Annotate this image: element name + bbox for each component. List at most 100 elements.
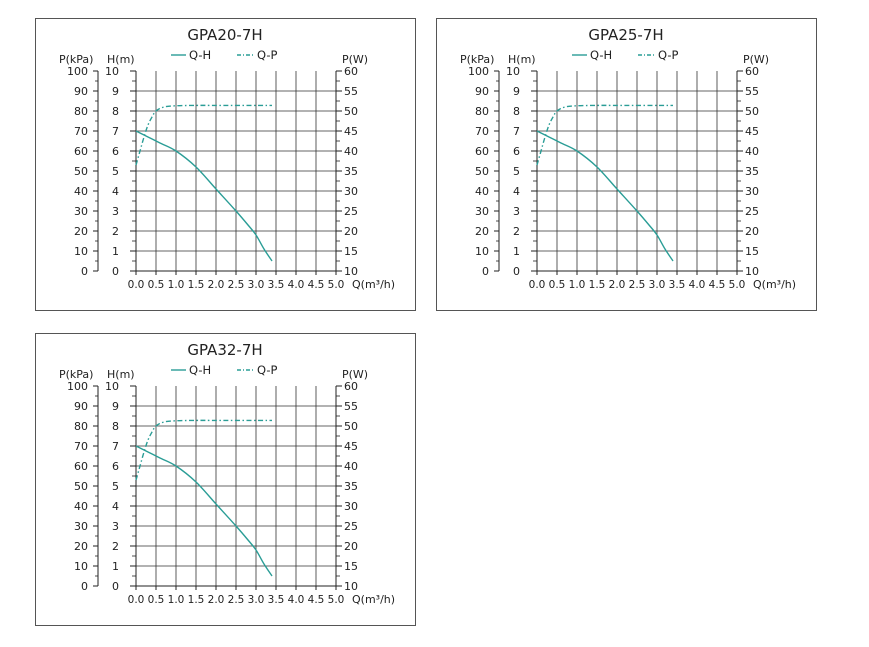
tick-label-h: 10	[506, 65, 520, 78]
tick-label-q: 5.0	[328, 279, 345, 291]
chart-frame	[436, 18, 817, 311]
tick-label-h: 10	[105, 380, 119, 393]
tick-label-kpa: 40	[475, 185, 489, 198]
legend-label-q-p: Q-P	[257, 363, 278, 377]
tick-label-q: 0.5	[549, 279, 566, 291]
tick-label-h: 8	[112, 420, 119, 433]
tick-label-pw: 45	[344, 125, 358, 138]
tick-label-kpa: 100	[468, 65, 489, 78]
chart-svg: GPA25-7HQ-H Q-PP(kPa) H(m) P(W)Q(m³/h)01020…	[436, 18, 817, 311]
tick-label-q: 0.5	[148, 279, 165, 291]
axis-label-p-w: P(W)	[342, 53, 368, 66]
legend-label-q-p: Q-P	[658, 48, 679, 62]
tick-label-q: 1.5	[188, 279, 205, 291]
tick-label-pw: 35	[344, 165, 358, 178]
tick-label-h: 10	[105, 65, 119, 78]
tick-label-kpa: 40	[74, 185, 88, 198]
tick-label-kpa: 20	[74, 540, 88, 553]
tick-label-h: 0	[513, 265, 520, 278]
tick-label-pw: 15	[344, 245, 358, 258]
tick-label-q: 3.5	[268, 279, 285, 291]
axis-label-h: H(m)	[107, 368, 135, 381]
tick-label-h: 7	[112, 125, 119, 138]
grid	[136, 71, 336, 271]
tick-label-q: 2.0	[208, 279, 225, 291]
tick-label-kpa: 70	[74, 440, 88, 453]
tick-label-pw: 35	[745, 165, 759, 178]
tick-label-pw: 20	[344, 540, 358, 553]
series-line-q-p	[135, 104, 272, 166]
tick-label-pw: 40	[344, 145, 358, 158]
tick-label-h: 7	[112, 440, 119, 453]
axis-label-p-kpa: P(kPa)	[460, 53, 494, 66]
tick-label-kpa: 70	[74, 125, 88, 138]
tick-label-kpa: 90	[475, 85, 489, 98]
tick-label-kpa: 20	[74, 225, 88, 238]
tick-label-kpa: 80	[475, 105, 489, 118]
tick-label-q: 1.0	[168, 279, 185, 291]
tick-label-pw: 25	[344, 520, 358, 533]
chart-title: GPA25-7H	[588, 26, 663, 44]
tick-label-h: 3	[513, 205, 520, 218]
grid	[136, 386, 336, 586]
tick-label-pw: 55	[344, 85, 358, 98]
tick-label-pw: 50	[344, 420, 358, 433]
tick-label-kpa: 0	[482, 265, 489, 278]
tick-label-kpa: 60	[74, 460, 88, 473]
tick-label-q: 2.0	[609, 279, 626, 291]
tick-label-h: 9	[513, 85, 520, 98]
tick-label-q: 4.0	[689, 279, 706, 291]
tick-label-h: 6	[513, 145, 520, 158]
tick-label-h: 0	[112, 580, 119, 593]
tick-label-q: 0.0	[128, 594, 145, 606]
tick-label-pw: 15	[745, 245, 759, 258]
chart-frame	[35, 18, 416, 311]
tick-label-q: 4.5	[308, 279, 325, 291]
tick-label-kpa: 90	[74, 85, 88, 98]
series-line-q-h	[135, 130, 273, 262]
tick-label-h: 1	[513, 245, 520, 258]
tick-label-h: 0	[112, 265, 119, 278]
tick-label-q: 2.5	[228, 594, 245, 606]
axis-label-p-kpa: P(kPa)	[59, 53, 93, 66]
tick-label-kpa: 0	[81, 265, 88, 278]
tick-label-pw: 45	[745, 125, 759, 138]
tick-label-pw: 45	[344, 440, 358, 453]
tick-label-q: 0.5	[148, 594, 165, 606]
tick-label-h: 9	[112, 400, 119, 413]
tick-label-q: 3.5	[268, 594, 285, 606]
series-line-q-h	[536, 130, 674, 262]
series-line-q-h	[135, 445, 273, 577]
tick-label-kpa: 90	[74, 400, 88, 413]
tick-label-kpa: 10	[74, 245, 88, 258]
tick-label-kpa: 20	[475, 225, 489, 238]
tick-label-pw: 10	[344, 265, 358, 278]
tick-label-pw: 35	[344, 480, 358, 493]
tick-label-q: 3.0	[649, 279, 666, 291]
tick-label-kpa: 40	[74, 500, 88, 513]
tick-label-pw: 30	[344, 185, 358, 198]
tick-label-h: 4	[513, 185, 520, 198]
tick-label-pw: 60	[344, 65, 358, 78]
tick-label-q: 4.0	[288, 279, 305, 291]
tick-label-h: 8	[513, 105, 520, 118]
tick-label-q: 2.5	[228, 279, 245, 291]
grid	[537, 71, 737, 271]
tick-label-kpa: 50	[74, 165, 88, 178]
chart-panel-gpa25: GPA25-7H Q-H Q-P P(kPa) H(m) P(W) Q(m³/h) 0 10 20…	[436, 18, 817, 311]
legend-label-q-h: Q-H	[189, 363, 211, 377]
tick-label-pw: 25	[745, 205, 759, 218]
tick-label-h: 2	[513, 225, 520, 238]
tick-label-h: 6	[112, 145, 119, 158]
tick-label-h: 4	[112, 500, 119, 513]
tick-label-q: 3.5	[669, 279, 686, 291]
tick-label-kpa: 10	[74, 560, 88, 573]
tick-label-q: 4.5	[709, 279, 726, 291]
chart-title: GPA20-7H	[187, 26, 262, 44]
tick-label-h: 6	[112, 460, 119, 473]
tick-label-kpa: 30	[74, 205, 88, 218]
tick-label-kpa: 30	[74, 520, 88, 533]
tick-label-q: 5.0	[328, 594, 345, 606]
tick-label-q: 0.0	[128, 279, 145, 291]
axis-label-h: H(m)	[107, 53, 135, 66]
